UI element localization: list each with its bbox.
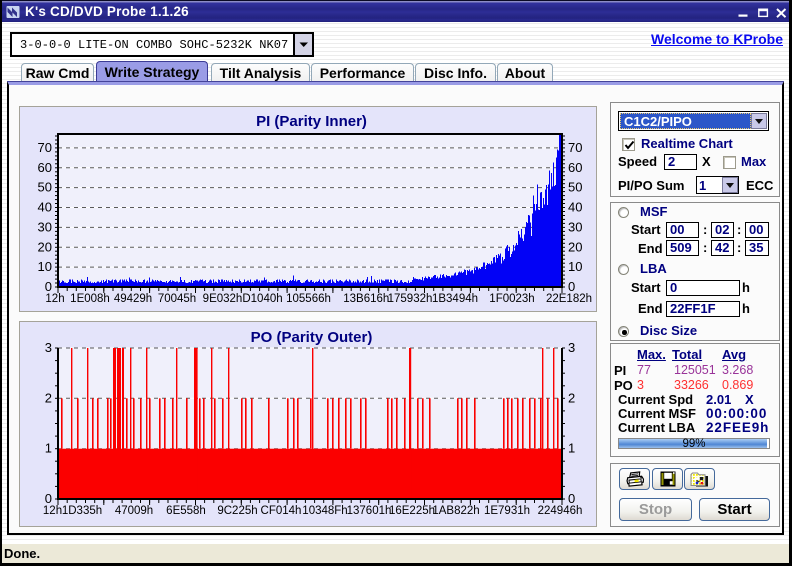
svg-text:1AB822h: 1AB822h [432, 505, 479, 517]
svg-text:1B3494h: 1B3494h [432, 293, 478, 305]
svg-text:105566h: 105566h [286, 293, 331, 305]
svg-text:6E558h: 6E558h [166, 505, 206, 517]
svg-text:3: 3 [568, 340, 575, 355]
svg-text:PI (Parity Inner): PI (Parity Inner) [256, 113, 367, 130]
svg-text:10348Fh: 10348Fh [302, 505, 347, 517]
svg-text:1E008h: 1E008h [70, 293, 110, 305]
svg-text:70: 70 [38, 140, 52, 155]
svg-text:30: 30 [38, 219, 52, 234]
svg-text:22E182h: 22E182h [546, 293, 592, 305]
svg-text:1: 1 [568, 441, 575, 456]
svg-text:12h: 12h [43, 505, 62, 517]
svg-text:0: 0 [45, 491, 52, 506]
svg-text:47009h: 47009h [115, 505, 153, 517]
svg-text:PO (Parity Outer): PO (Parity Outer) [251, 329, 373, 346]
svg-text:D1040h: D1040h [242, 293, 282, 305]
svg-text:CF014h: CF014h [261, 505, 302, 517]
svg-text:3: 3 [45, 340, 52, 355]
svg-text:2: 2 [45, 390, 52, 405]
svg-text:40: 40 [568, 200, 582, 215]
svg-text:60: 60 [38, 160, 52, 175]
svg-text:70045h: 70045h [158, 293, 196, 305]
svg-text:70: 70 [568, 140, 582, 155]
svg-text:10: 10 [568, 259, 582, 274]
svg-text:9E032h: 9E032h [203, 293, 243, 305]
svg-text:60: 60 [568, 160, 582, 175]
svg-text:10: 10 [38, 259, 52, 274]
svg-text:175932h: 175932h [388, 293, 433, 305]
svg-text:9C225h: 9C225h [217, 505, 257, 517]
svg-text:16E225h: 16E225h [389, 505, 435, 517]
svg-text:1E7931h: 1E7931h [484, 505, 530, 517]
svg-text:224946h: 224946h [538, 505, 583, 517]
svg-text:50: 50 [568, 180, 582, 195]
svg-text:30: 30 [568, 219, 582, 234]
svg-text:1: 1 [45, 441, 52, 456]
svg-text:1D335h: 1D335h [62, 505, 102, 517]
svg-text:20: 20 [38, 239, 52, 254]
svg-text:137601h: 137601h [347, 505, 392, 517]
svg-text:2: 2 [568, 390, 575, 405]
svg-text:0: 0 [568, 491, 575, 506]
svg-text:49429h: 49429h [114, 293, 152, 305]
svg-text:0: 0 [45, 279, 52, 294]
svg-text:13B616h: 13B616h [343, 293, 389, 305]
svg-text:40: 40 [38, 200, 52, 215]
svg-text:20: 20 [568, 239, 582, 254]
svg-text:12h: 12h [45, 293, 64, 305]
svg-text:0: 0 [568, 279, 575, 294]
svg-text:1F0023h: 1F0023h [489, 293, 534, 305]
svg-text:50: 50 [38, 180, 52, 195]
